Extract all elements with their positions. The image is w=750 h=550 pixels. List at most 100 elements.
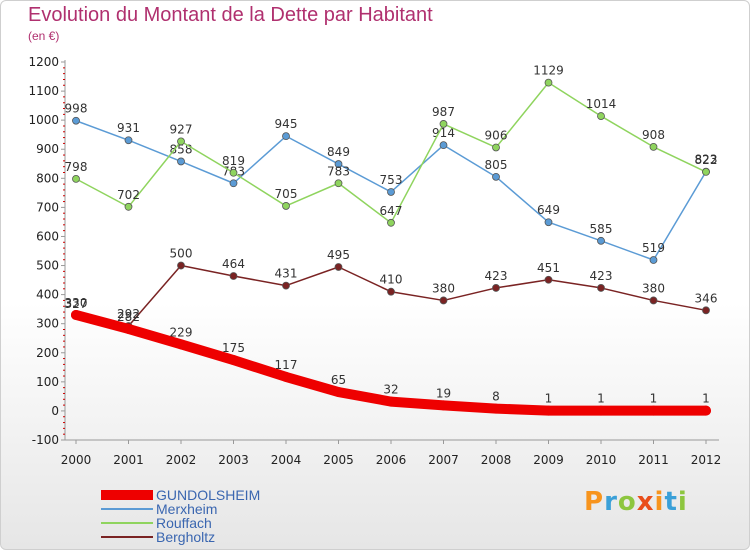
data-point: [649, 256, 658, 264]
data-label: 1: [702, 392, 710, 406]
data-label: 8: [492, 390, 500, 404]
data-label: 987: [432, 105, 455, 119]
data-point: [334, 160, 343, 168]
data-point: [229, 168, 238, 177]
data-label: 19: [436, 386, 451, 400]
data-point: [701, 405, 711, 416]
data-label: 1129: [533, 64, 564, 78]
data-point: [177, 261, 185, 270]
data-label: 495: [327, 248, 350, 262]
data-label: 464: [222, 257, 245, 271]
data-label: 798: [65, 160, 88, 174]
data-label: 783: [327, 164, 350, 178]
data-label: 1: [650, 392, 658, 406]
y-tick-label: -100: [32, 433, 59, 447]
data-point: [176, 339, 186, 350]
y-tick-label: 500: [36, 259, 59, 273]
data-label: 346: [695, 291, 718, 305]
data-point: [282, 202, 290, 210]
data-point: [491, 403, 501, 414]
data-point: [702, 168, 710, 176]
data-point: [386, 396, 396, 407]
y-tick-label: 200: [36, 346, 59, 360]
data-label: 1: [597, 392, 605, 406]
data-point: [282, 132, 290, 141]
data-label: 927: [170, 122, 193, 136]
data-label: 327: [65, 297, 88, 311]
data-point: [544, 78, 553, 87]
data-point: [492, 284, 500, 292]
data-point: [387, 188, 395, 196]
data-point: [334, 263, 343, 271]
x-tick-label: 2000: [61, 453, 92, 467]
data-point: [124, 202, 133, 211]
proxiti-logo: Proxiti: [584, 487, 688, 523]
data-point: [229, 272, 238, 280]
data-label: 175: [222, 341, 245, 355]
data-label: 805: [485, 158, 508, 172]
unit-label: (en €): [28, 29, 60, 43]
data-point: [439, 296, 448, 305]
data-point: [228, 355, 239, 366]
data-point: [71, 309, 81, 320]
data-label: 823: [695, 153, 718, 167]
x-tick-label: 2011: [638, 453, 669, 467]
y-tick-label: 900: [36, 142, 59, 156]
data-label: 410: [380, 273, 403, 287]
data-point: [387, 287, 395, 296]
data-point: [72, 116, 80, 125]
data-point: [333, 387, 344, 398]
data-label: 819: [222, 154, 245, 168]
data-label: 32: [383, 383, 398, 397]
data-point: [123, 323, 134, 334]
y-tick-label: 400: [36, 288, 59, 302]
data-label: 849: [327, 145, 350, 159]
data-point: [177, 157, 185, 166]
y-tick-label: 300: [36, 317, 59, 331]
data-label: 229: [170, 325, 193, 339]
data-point: [492, 143, 500, 152]
legend-label: Bergholtz: [156, 529, 216, 545]
data-label: 423: [590, 269, 613, 283]
data-label: 380: [432, 281, 455, 295]
legend-swatch: [101, 536, 153, 538]
logo-letter: r: [604, 487, 618, 517]
data-point: [544, 275, 553, 284]
data-point: [124, 136, 133, 145]
legend-label: Merxheim: [156, 501, 218, 517]
data-label: 647: [380, 204, 403, 218]
data-label: 423: [485, 269, 508, 283]
data-point: [439, 141, 448, 150]
legend-swatch: [101, 522, 153, 524]
data-point: [492, 172, 500, 181]
data-point: [439, 120, 448, 128]
data-point: [72, 174, 80, 183]
x-tick-label: 2003: [218, 453, 249, 467]
data-label: 1: [545, 392, 553, 406]
logo-letter: o: [617, 487, 637, 517]
data-label: 908: [642, 128, 665, 142]
logo-letter: i: [677, 487, 688, 517]
data-point: [177, 137, 185, 146]
data-label: 702: [117, 188, 140, 202]
y-tick-label: 0: [51, 404, 59, 418]
data-label: 705: [275, 187, 298, 201]
y-tick-label: 1200: [28, 55, 59, 69]
data-point: [543, 405, 554, 416]
legend-swatch: [101, 508, 153, 510]
logo-letter: i: [654, 487, 665, 517]
data-label: 906: [485, 128, 508, 142]
data-label: 822: [695, 153, 718, 167]
data-label: 858: [170, 142, 193, 156]
x-tick-label: 2007: [428, 453, 459, 467]
data-label: 282: [117, 310, 140, 324]
x-tick-label: 2012: [691, 453, 722, 467]
data-label: 451: [537, 261, 560, 275]
data-point: [544, 218, 553, 227]
data-label: 585: [590, 222, 613, 236]
data-point: [597, 284, 605, 292]
logo-letter: P: [584, 487, 605, 517]
data-point: [648, 405, 659, 416]
